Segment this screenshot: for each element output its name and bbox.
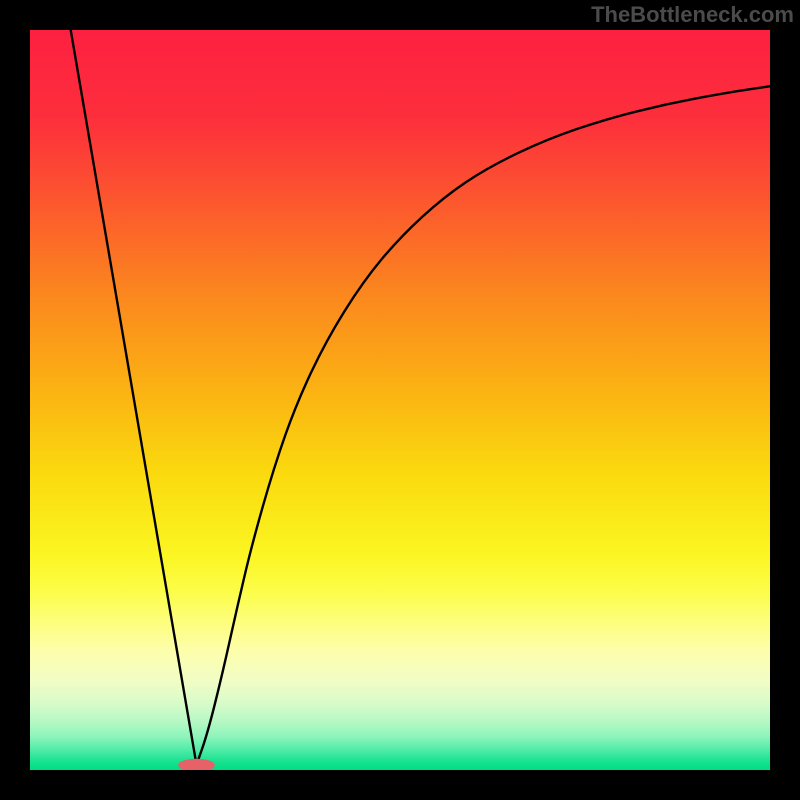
plot-area — [30, 30, 770, 770]
chart-container: TheBottleneck.com — [0, 0, 800, 800]
bottleneck-curve — [71, 30, 770, 765]
minimum-marker — [179, 759, 215, 770]
watermark-text: TheBottleneck.com — [591, 2, 794, 28]
curve-layer — [30, 30, 770, 770]
